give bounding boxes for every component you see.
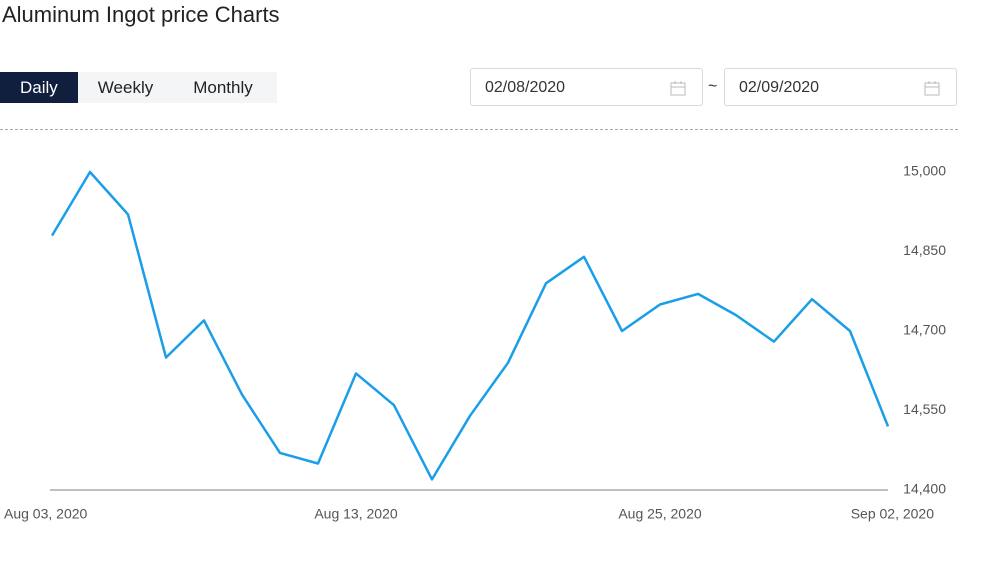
end-date-text: 02/09/2020 — [739, 79, 820, 96]
end-date[interactable]: 02/09/2020 — [724, 68, 957, 106]
x-tick-label: Aug 03, 2020 — [4, 506, 88, 522]
x-tick-label: Sep 02, 2020 — [851, 506, 935, 522]
tab-daily[interactable]: Daily — [0, 72, 78, 103]
tab-weekly[interactable]: Weekly — [97, 78, 154, 97]
tab-bar: Daily Weekly Monthly — [0, 72, 277, 103]
date-separator: ~ — [708, 78, 718, 95]
start-date-text: 02/08/2020 — [485, 79, 566, 96]
calendar-icon — [924, 81, 940, 96]
tab-monthly[interactable]: Monthly — [193, 78, 253, 97]
y-tick-label: 14,850 — [903, 242, 946, 258]
start-date[interactable]: 02/08/2020 — [470, 68, 703, 106]
y-tick-label: 15,000 — [903, 163, 946, 179]
y-tick-label: 14,700 — [903, 322, 946, 338]
divider — [0, 129, 958, 130]
x-tick-label: Aug 13, 2020 — [314, 506, 398, 522]
page-title: Aluminum Ingot price Charts — [2, 2, 280, 27]
x-tick-label: Aug 25, 2020 — [618, 506, 702, 522]
y-tick-label: 14,550 — [903, 401, 946, 417]
price-line — [50, 170, 890, 481]
calendar-icon — [670, 81, 686, 96]
y-tick-label: 14,400 — [903, 481, 946, 497]
